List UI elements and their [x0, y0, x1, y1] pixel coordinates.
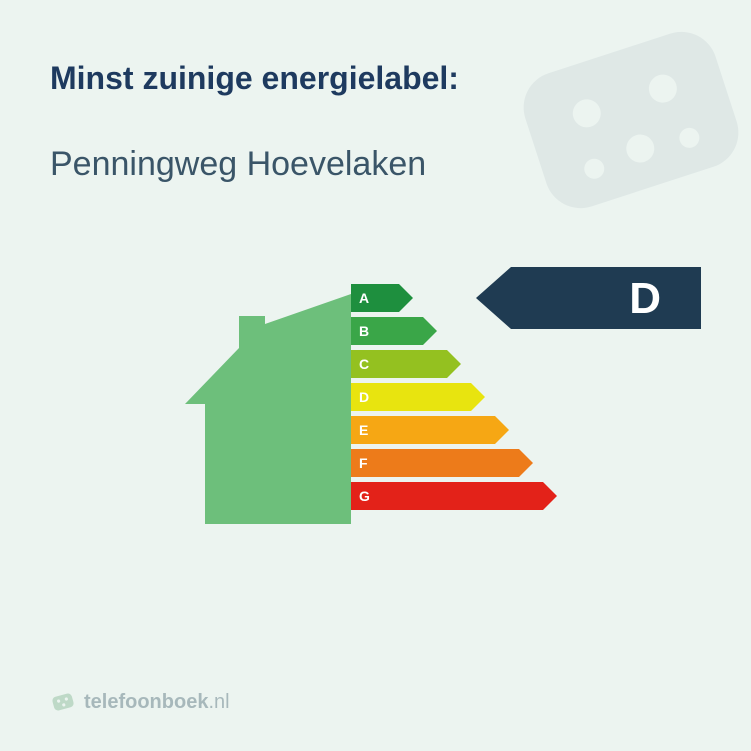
watermark-icon [471, 0, 751, 280]
footer-text: telefoonboek.nl [84, 691, 230, 714]
energy-bar-letter: D [359, 383, 369, 411]
energy-label-card: Minst zuinige energielabel: Penningweg H… [0, 0, 751, 751]
energy-chart: ABCDEFG D [50, 264, 701, 544]
energy-bar-f: F [351, 449, 557, 477]
energy-bar-letter: E [359, 416, 368, 444]
footer-brand-bold: telefoonboek [84, 691, 208, 713]
energy-bar-c: C [351, 350, 557, 378]
energy-bar-letter: A [359, 284, 369, 312]
house-icon [185, 294, 351, 524]
rating-badge [476, 267, 701, 329]
energy-bar-g: G [351, 482, 557, 510]
energy-bar-d: D [351, 383, 557, 411]
rating-letter: D [629, 274, 661, 324]
card-title: Minst zuinige energielabel: [50, 60, 701, 97]
footer-brand-light: .nl [208, 691, 229, 713]
footer-logo-icon [50, 689, 76, 715]
energy-bar-letter: B [359, 317, 369, 345]
energy-bar-letter: G [359, 482, 370, 510]
card-subtitle: Penningweg Hoevelaken [50, 145, 701, 184]
energy-bar-letter: F [359, 449, 368, 477]
energy-bar-e: E [351, 416, 557, 444]
footer: telefoonboek.nl [50, 689, 230, 715]
energy-bar-letter: C [359, 350, 369, 378]
